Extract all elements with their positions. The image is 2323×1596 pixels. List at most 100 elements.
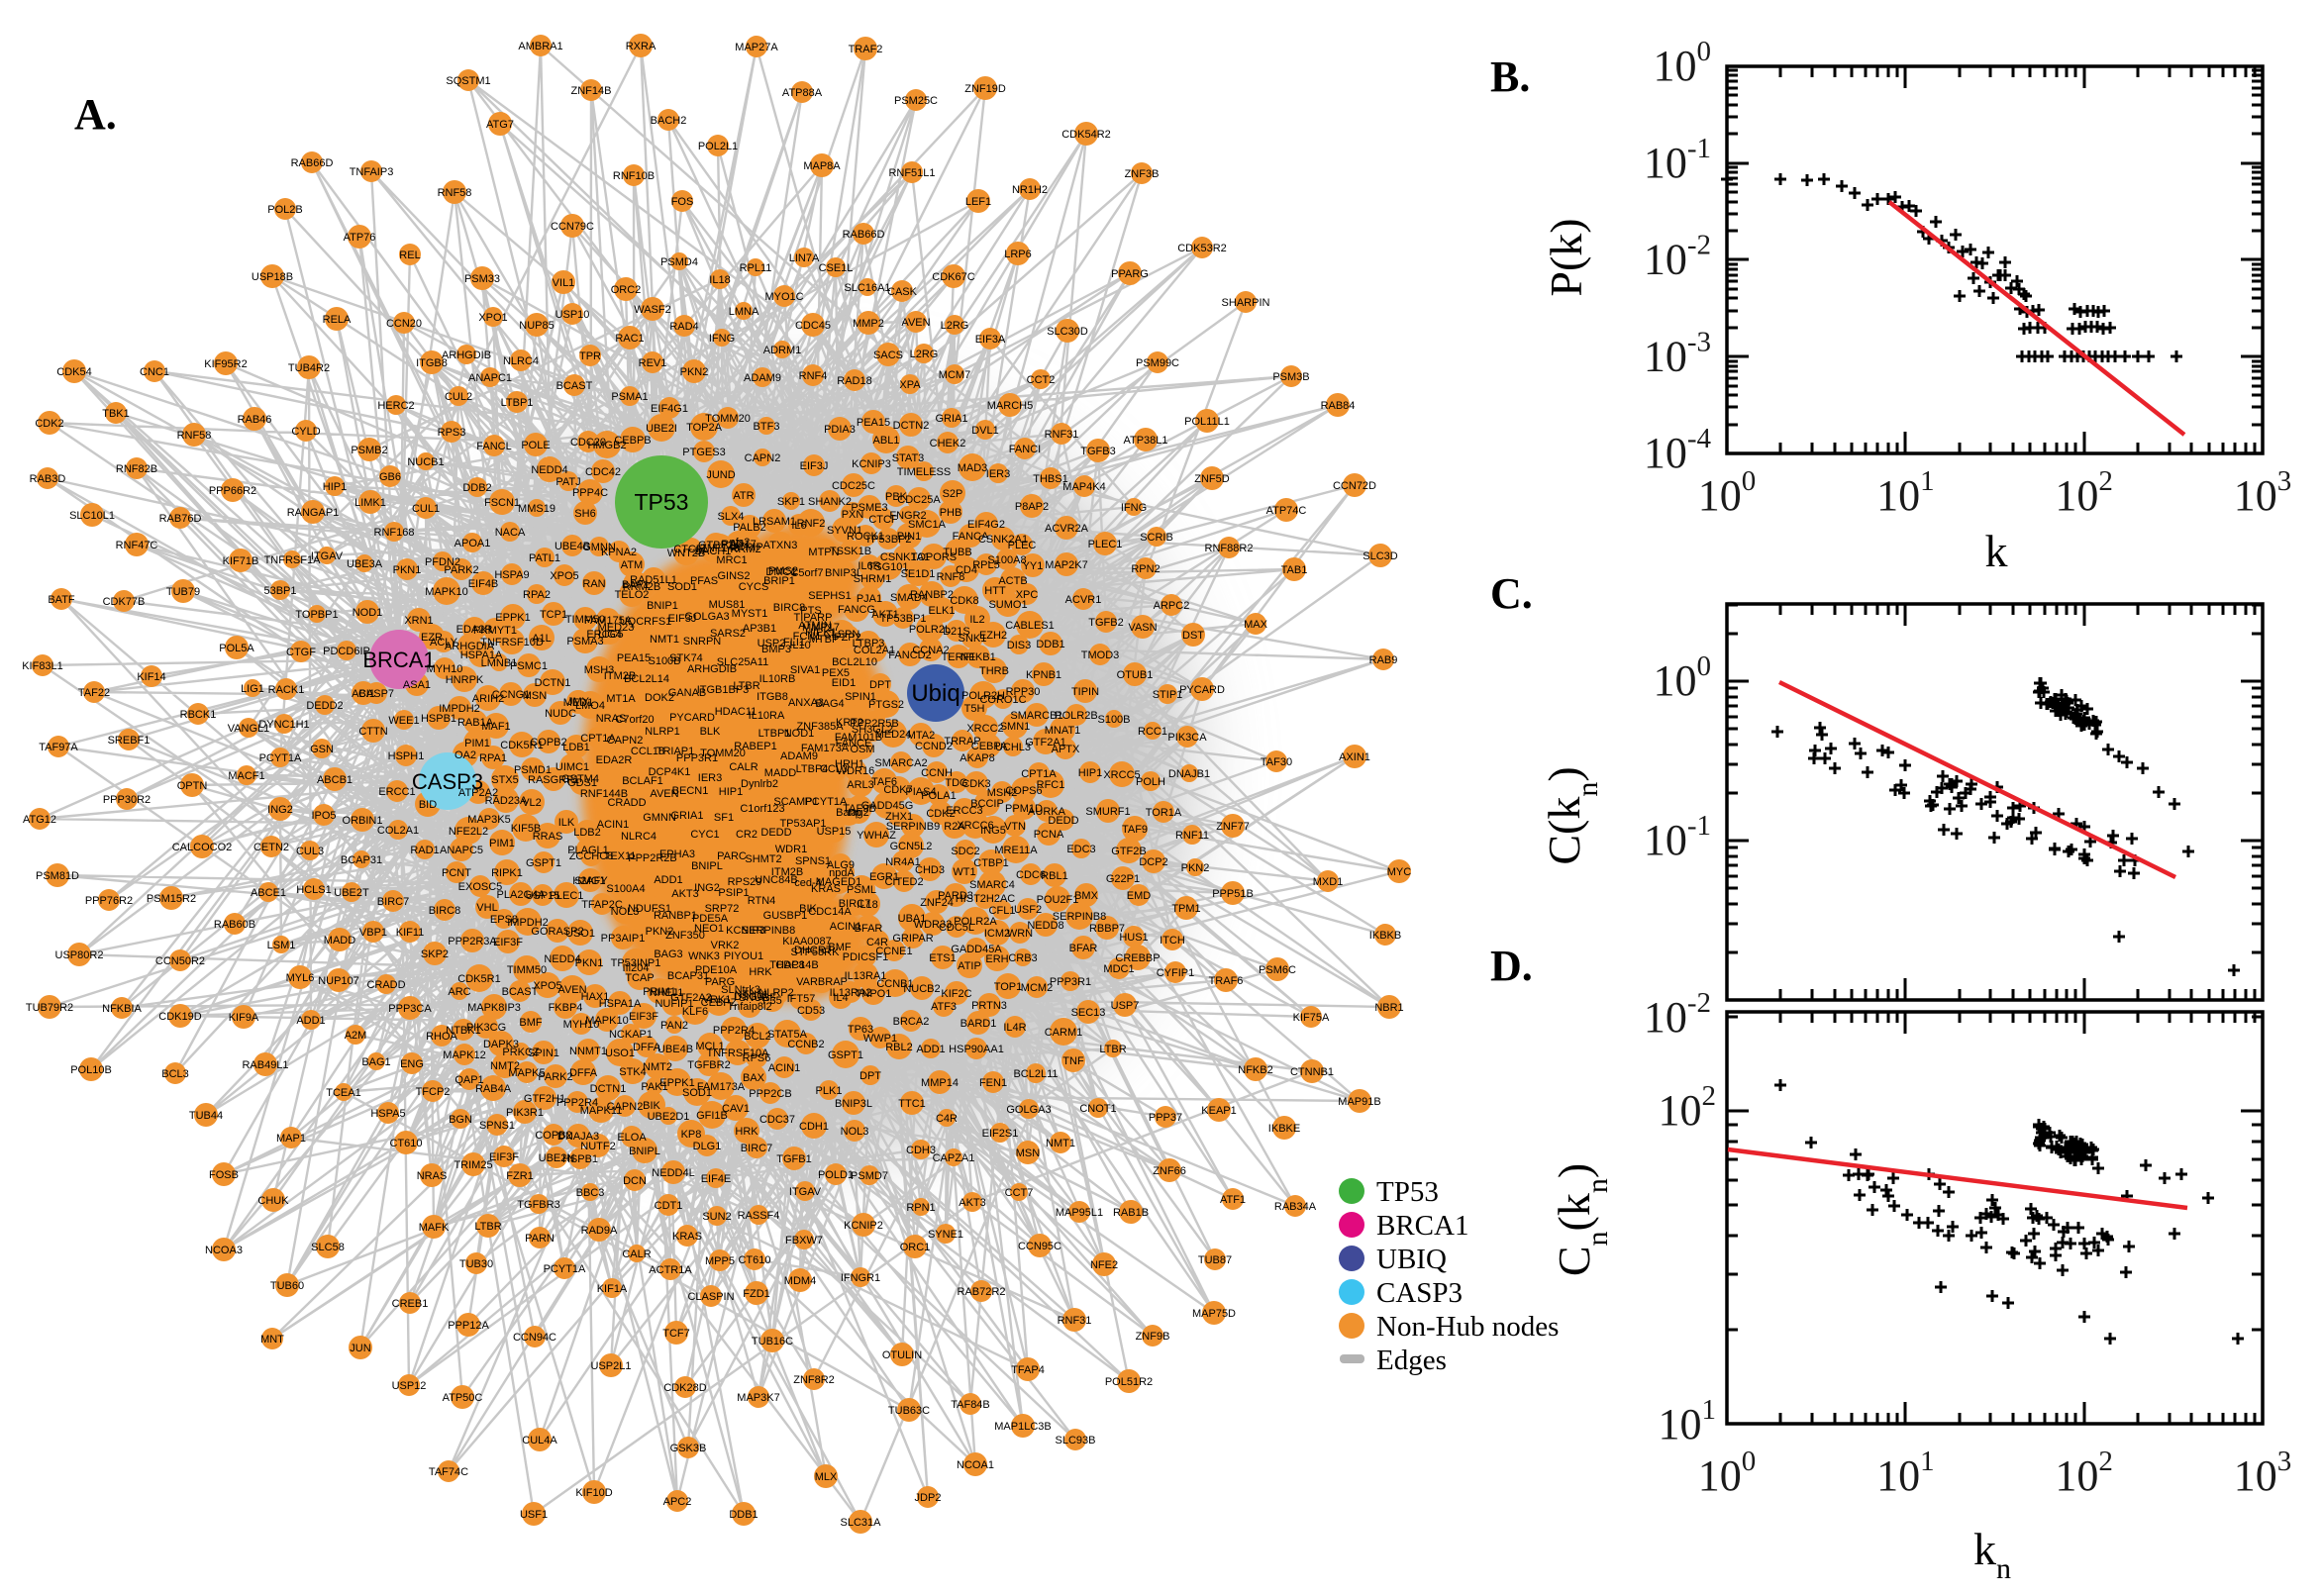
svg-text:FANCE: FANCE <box>836 738 872 749</box>
svg-text:MYL6: MYL6 <box>286 972 315 984</box>
svg-text:SPIN1: SPIN1 <box>528 1047 559 1059</box>
svg-text:UBE2T: UBE2T <box>334 887 369 899</box>
svg-text:CCN79C: CCN79C <box>551 221 594 233</box>
svg-text:MAP3K5: MAP3K5 <box>467 814 510 826</box>
svg-text:CYC1: CYC1 <box>690 829 719 841</box>
svg-text:ERCC3: ERCC3 <box>946 805 982 817</box>
svg-text:RPL11: RPL11 <box>740 262 772 274</box>
svg-text:10-1: 10-1 <box>1644 133 1711 187</box>
svg-text:MAP3K7: MAP3K7 <box>737 1392 779 1404</box>
svg-text:GTBP2: GTBP2 <box>698 540 734 551</box>
svg-text:ADRM1: ADRM1 <box>763 345 802 356</box>
svg-text:PYCARD: PYCARD <box>669 712 715 724</box>
svg-text:BIRC7: BIRC7 <box>741 1143 772 1154</box>
svg-text:PRIM1: PRIM1 <box>643 986 676 998</box>
svg-text:RRAS: RRAS <box>533 831 563 843</box>
svg-text:GRIPAR: GRIPAR <box>892 933 933 945</box>
svg-text:KIF71B: KIF71B <box>223 555 259 567</box>
svg-text:TUB16C: TUB16C <box>752 1336 793 1347</box>
svg-text:TNF: TNF <box>1062 1055 1084 1067</box>
svg-text:DST: DST <box>1182 630 1204 642</box>
svg-text:QAP1: QAP1 <box>454 1074 483 1086</box>
svg-text:FANCL: FANCL <box>476 441 511 452</box>
svg-text:RPS3: RPS3 <box>438 427 466 439</box>
svg-text:B.: B. <box>1490 52 1530 101</box>
svg-text:CHUK: CHUK <box>257 1195 289 1207</box>
svg-text:ING5: ING5 <box>980 825 1006 837</box>
svg-text:USP10: USP10 <box>556 309 590 321</box>
svg-text:ANAPC1: ANAPC1 <box>468 372 512 384</box>
svg-text:CUL2: CUL2 <box>445 391 472 403</box>
svg-text:YY1: YY1 <box>1023 560 1044 572</box>
svg-text:POL5A: POL5A <box>219 643 254 654</box>
svg-text:CLSPN: CLSPN <box>824 629 860 641</box>
svg-text:ATF3: ATF3 <box>931 1001 957 1013</box>
svg-text:JUND: JUND <box>706 469 735 481</box>
svg-text:RAB1B: RAB1B <box>1113 1207 1149 1219</box>
svg-text:ACVR2A: ACVR2A <box>1045 523 1089 535</box>
svg-text:PBK: PBK <box>885 491 908 503</box>
svg-text:JDP2: JDP2 <box>915 1492 942 1504</box>
svg-text:FANCD2: FANCD2 <box>888 649 931 661</box>
svg-text:RANBP1: RANBP1 <box>654 910 697 922</box>
svg-text:AKT1: AKT1 <box>871 609 899 621</box>
svg-text:PCYT1A: PCYT1A <box>259 752 302 764</box>
svg-text:Ubiq: Ubiq <box>911 680 960 707</box>
svg-text:SEPHS1: SEPHS1 <box>808 590 851 602</box>
svg-text:RAB9: RAB9 <box>1369 654 1398 666</box>
svg-text:PSMB2: PSMB2 <box>351 445 387 456</box>
svg-text:ITGAV: ITGAV <box>311 550 344 562</box>
svg-text:ABI1: ABI1 <box>352 688 375 700</box>
svg-text:MMP14: MMP14 <box>921 1077 959 1089</box>
svg-text:TUB44: TUB44 <box>189 1110 223 1122</box>
svg-text:PLK1: PLK1 <box>816 1085 843 1097</box>
svg-text:PSM6C: PSM6C <box>1259 964 1296 976</box>
svg-text:CUL3: CUL3 <box>296 846 324 857</box>
svg-text:BACH1: BACH1 <box>695 546 732 557</box>
svg-text:TPR: TPR <box>579 350 601 362</box>
svg-text:IL4R: IL4R <box>1003 1022 1026 1034</box>
svg-text:TMOD3: TMOD3 <box>1081 649 1120 661</box>
svg-text:MAX: MAX <box>1244 619 1268 631</box>
svg-text:FSCN1: FSCN1 <box>484 497 520 509</box>
svg-text:TP53: TP53 <box>1376 1176 1439 1208</box>
svg-text:RPN2: RPN2 <box>1131 563 1160 575</box>
svg-text:BACH2: BACH2 <box>651 115 687 127</box>
svg-text:RAD17: RAD17 <box>721 539 756 550</box>
svg-text:CDC20: CDC20 <box>570 437 606 449</box>
svg-text:CDC14B: CDC14B <box>775 959 818 971</box>
svg-text:CD4: CD4 <box>956 564 977 576</box>
svg-text:RBCK1: RBCK1 <box>180 709 217 721</box>
svg-text:RAB72R2: RAB72R2 <box>958 1286 1006 1298</box>
svg-text:TUB60: TUB60 <box>270 1280 304 1292</box>
svg-text:FBXW7: FBXW7 <box>785 1235 823 1247</box>
svg-text:ING2: ING2 <box>694 882 720 894</box>
svg-text:IL13RA1: IL13RA1 <box>845 970 887 982</box>
svg-text:XRCC6: XRCC6 <box>957 820 993 832</box>
svg-text:PKN1: PKN1 <box>575 957 604 969</box>
svg-text:KLF6: KLF6 <box>682 1006 708 1018</box>
svg-text:RNF2: RNF2 <box>797 518 826 530</box>
svg-text:PLEC1: PLEC1 <box>550 890 584 902</box>
svg-text:CD53: CD53 <box>797 1005 825 1017</box>
svg-text:NCOA3: NCOA3 <box>205 1245 243 1256</box>
svg-text:EGR1: EGR1 <box>869 871 899 883</box>
svg-text:TSG101: TSG101 <box>868 561 909 573</box>
svg-text:BECN1: BECN1 <box>672 785 709 797</box>
svg-text:PEX5: PEX5 <box>822 667 850 679</box>
svg-text:CITED2: CITED2 <box>884 876 923 888</box>
svg-text:RAD9A: RAD9A <box>581 1225 618 1237</box>
svg-text:RPA2: RPA2 <box>523 589 551 601</box>
svg-text:SOD1: SOD1 <box>682 1087 712 1099</box>
svg-text:GINS2: GINS2 <box>717 570 750 582</box>
svg-text:TRAF2: TRAF2 <box>849 44 883 55</box>
svg-text:TAB1: TAB1 <box>1281 564 1308 576</box>
svg-text:10-3: 10-3 <box>1644 326 1711 380</box>
svg-text:RPL5: RPL5 <box>972 559 1000 571</box>
svg-text:CCT7: CCT7 <box>1005 1187 1034 1199</box>
svg-text:CCN20: CCN20 <box>386 318 422 330</box>
svg-text:PKN2: PKN2 <box>1181 862 1210 874</box>
svg-text:CTGF: CTGF <box>286 647 316 658</box>
svg-text:USP15: USP15 <box>817 826 852 838</box>
svg-text:CDK5R1: CDK5R1 <box>457 973 500 985</box>
